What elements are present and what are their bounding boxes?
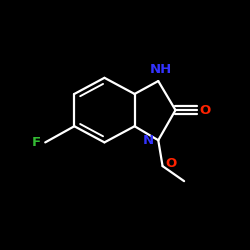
Text: O: O — [199, 104, 210, 117]
Text: NH: NH — [149, 63, 172, 76]
Text: O: O — [166, 158, 177, 170]
Text: N: N — [143, 134, 154, 147]
Text: F: F — [32, 136, 41, 149]
